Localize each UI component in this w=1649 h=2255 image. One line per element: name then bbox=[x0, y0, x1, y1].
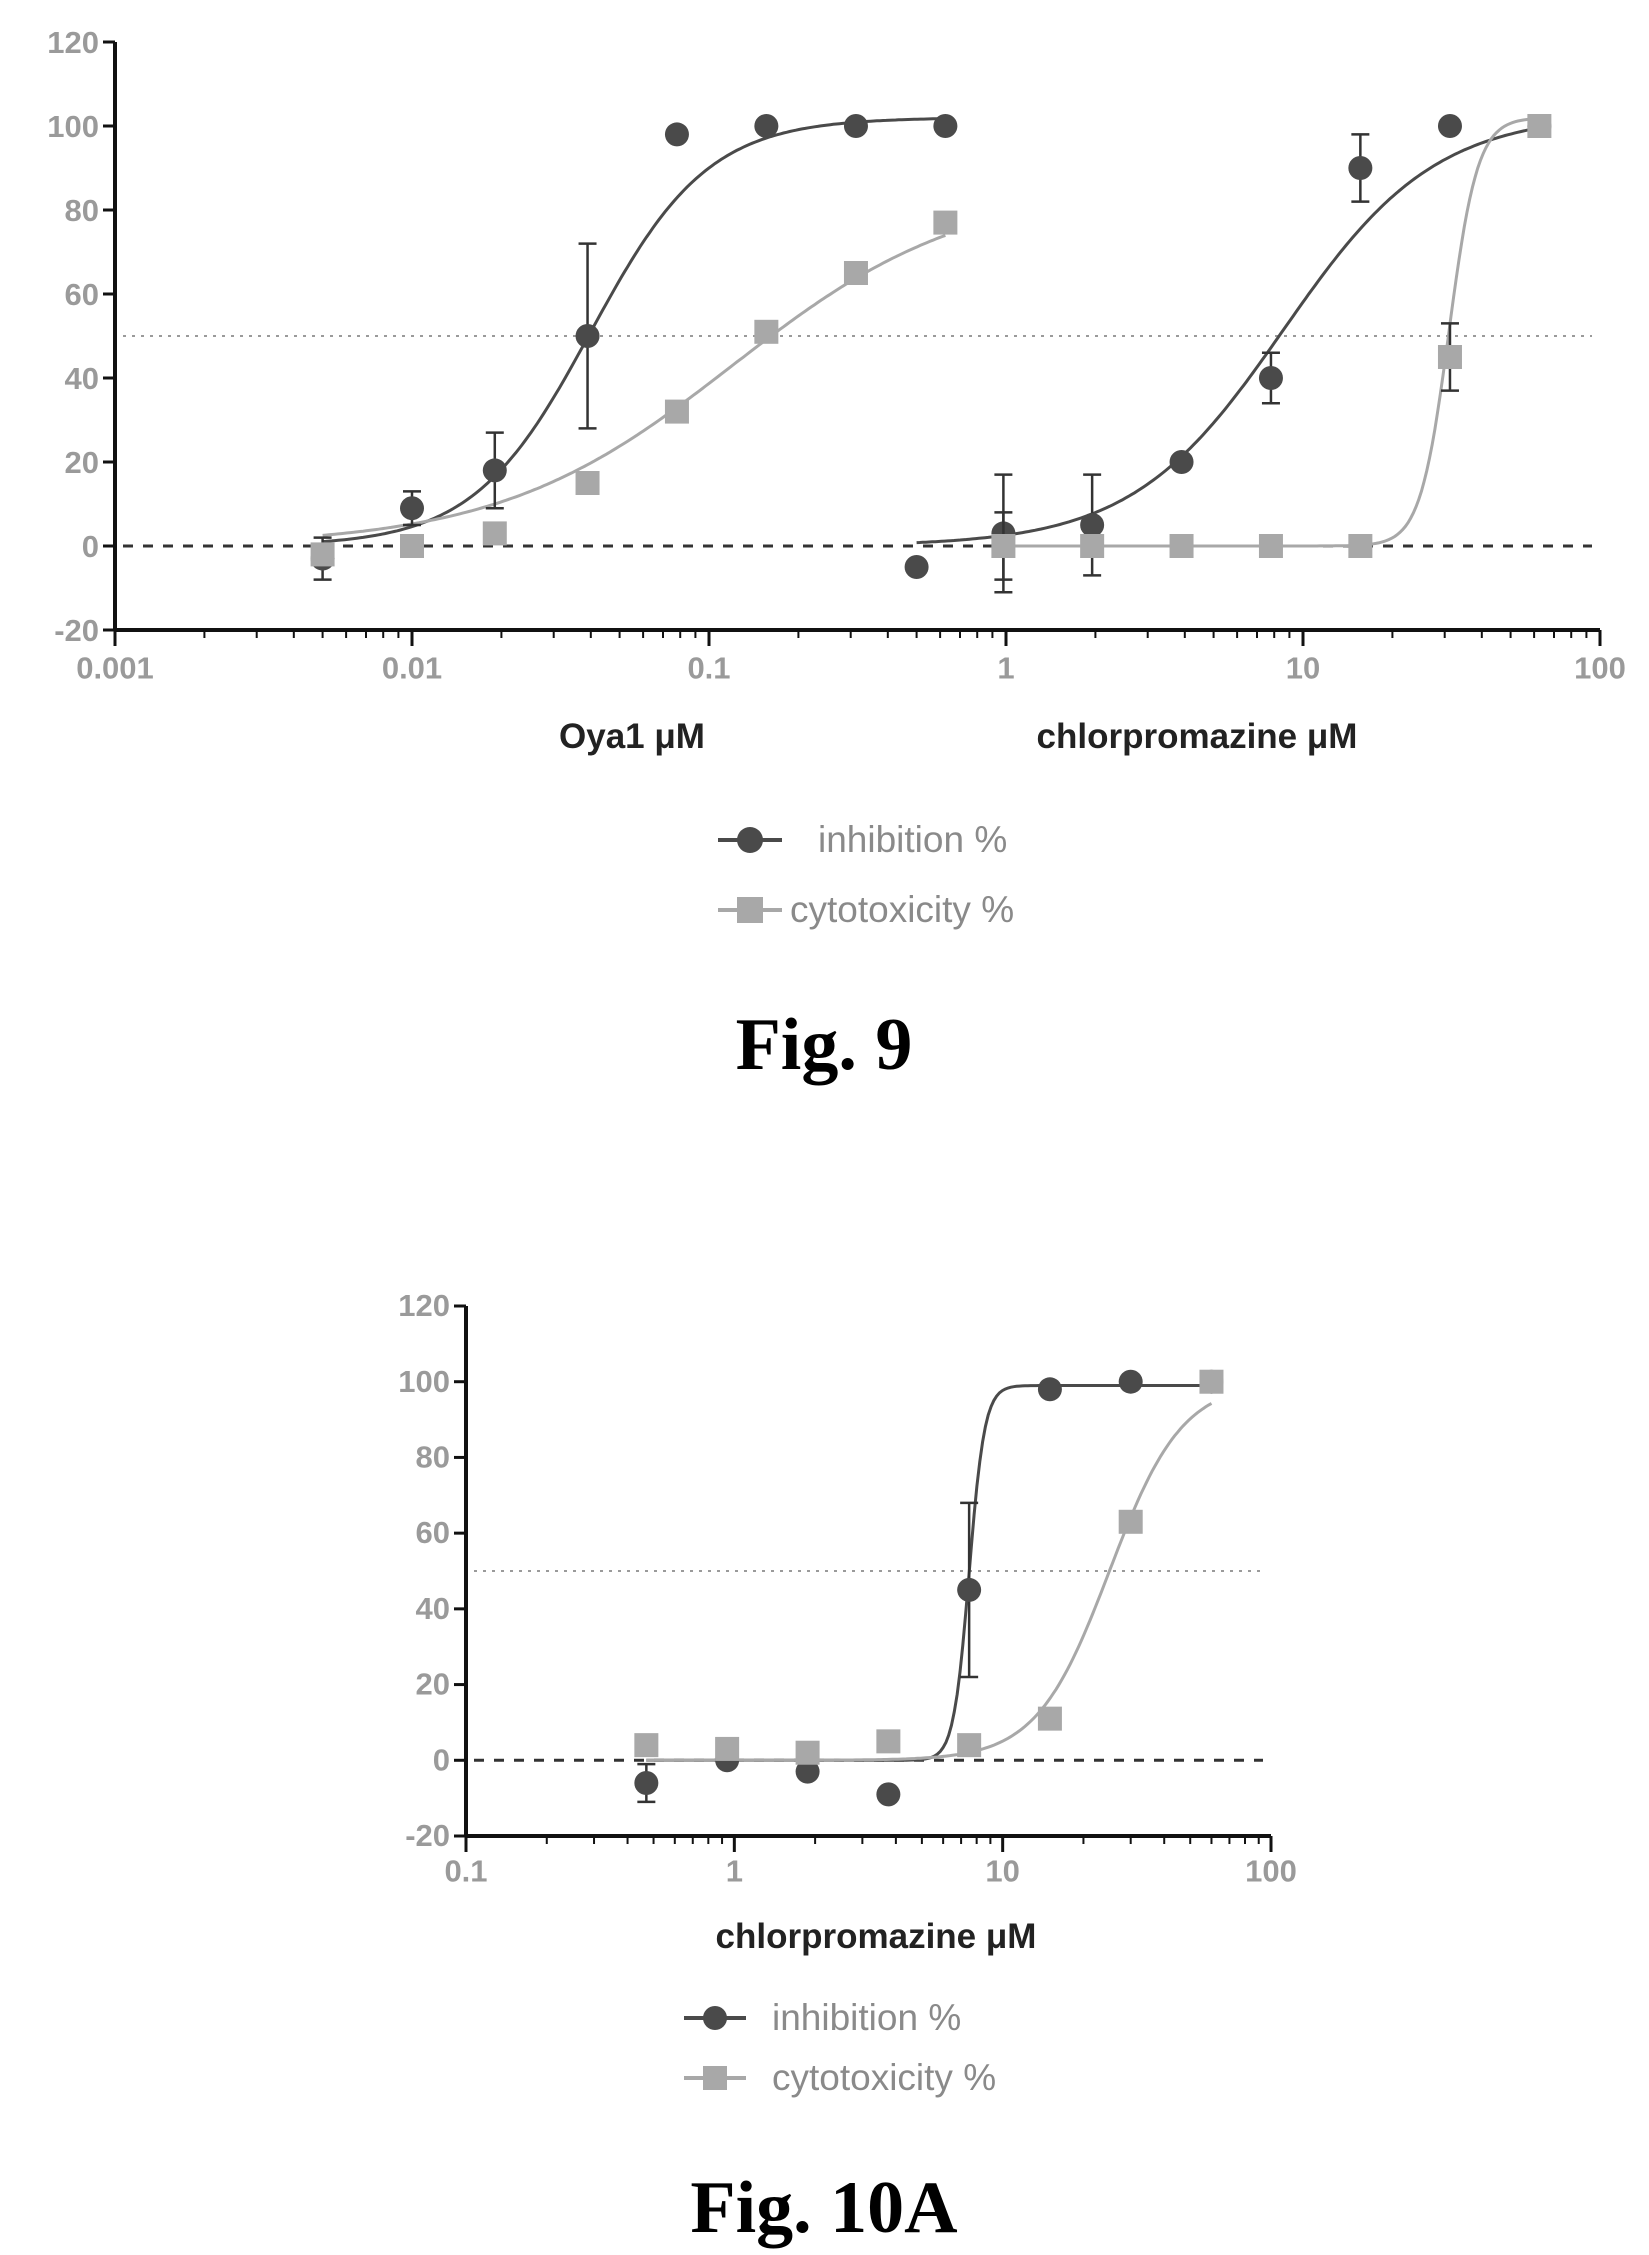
legend-cytotoxicity-label: cytotoxicity % bbox=[790, 889, 1014, 930]
figure-caption-10a: Fig. 10A bbox=[690, 2167, 957, 2249]
data-point-cytotoxicity bbox=[876, 1729, 901, 1754]
data-point-cytotoxicity bbox=[1258, 534, 1283, 558]
y-tick-label: 20 bbox=[416, 1667, 450, 1702]
data-point-cytotoxicity bbox=[991, 534, 1016, 558]
fit-curve-inhibition bbox=[916, 126, 1540, 545]
data-point-inhibition bbox=[933, 114, 958, 138]
data-point-inhibition bbox=[957, 1577, 982, 1602]
y-tick-label: 40 bbox=[65, 361, 99, 396]
data-point-cytotoxicity bbox=[1348, 534, 1373, 558]
data-point-cytotoxicity bbox=[1080, 534, 1105, 558]
legend-inhibition-label: inhibition % bbox=[818, 819, 1007, 860]
data-point-inhibition bbox=[482, 458, 507, 483]
data-point-inhibition bbox=[634, 1771, 659, 1795]
x-tick-label: 0.1 bbox=[444, 1853, 487, 1888]
y-tick-label: 20 bbox=[65, 445, 99, 480]
x-tick-label: 0.01 bbox=[382, 651, 442, 686]
fit-curve-inhibition bbox=[322, 117, 946, 544]
y-tick-label: 40 bbox=[416, 1591, 450, 1626]
data-point-cytotoxicity bbox=[1169, 534, 1194, 558]
data-point-inhibition bbox=[575, 324, 600, 348]
data-point-inhibition bbox=[1258, 366, 1283, 390]
data-point-inhibition bbox=[876, 1782, 901, 1807]
legend-inhibition-marker bbox=[684, 2006, 746, 2030]
data-point-cytotoxicity bbox=[843, 261, 868, 285]
x-tick-label: 100 bbox=[1574, 651, 1626, 686]
data-point-inhibition bbox=[795, 1759, 820, 1784]
chart-fig-10a: -20 0 20 40 60 80 100 120 0.1 1 10 100 chlorpromazin… bbox=[398, 1288, 1297, 1956]
data-point-cytotoxicity bbox=[754, 319, 779, 344]
x-axis-label: Oya1 μM bbox=[559, 717, 705, 756]
x-tick-label: 1 bbox=[997, 651, 1014, 686]
data-point-inhibition bbox=[1080, 513, 1105, 537]
y-tick-label: 120 bbox=[47, 25, 99, 60]
x-tick-label: 0.001 bbox=[76, 651, 154, 686]
y-tick-label: 80 bbox=[65, 193, 99, 228]
legend-fig-9: inhibition % cytotoxicity % bbox=[718, 819, 1014, 930]
y-tick-label: -20 bbox=[405, 1818, 450, 1853]
data-point-inhibition bbox=[1118, 1369, 1143, 1394]
y-tick-label: 0 bbox=[82, 529, 99, 564]
data-point-inhibition bbox=[1348, 156, 1373, 180]
data-point-cytotoxicity bbox=[795, 1740, 820, 1765]
legend-fig-10a: inhibition % cytotoxicity % bbox=[684, 1997, 996, 2098]
data-point-cytotoxicity bbox=[400, 534, 424, 558]
data-point-cytotoxicity bbox=[482, 521, 507, 546]
data-point-cytotoxicity bbox=[310, 542, 335, 567]
legend-inhibition-marker bbox=[718, 827, 782, 853]
data-point-cytotoxicity bbox=[1199, 1369, 1224, 1394]
data-point-cytotoxicity bbox=[634, 1733, 659, 1758]
data-point-inhibition bbox=[400, 496, 424, 521]
x-tick-label: 0.1 bbox=[687, 651, 730, 686]
data-point-cytotoxicity bbox=[1437, 345, 1462, 369]
fit-curve-cytotoxicity bbox=[1003, 116, 1540, 548]
data-point-cytotoxicity bbox=[933, 210, 958, 235]
legend-cytotoxicity-marker bbox=[718, 897, 782, 923]
data-point-inhibition bbox=[904, 555, 929, 579]
legend-cytotoxicity-marker bbox=[684, 2066, 746, 2090]
x-tick-label: 10 bbox=[1286, 651, 1320, 686]
y-tick-label: 100 bbox=[398, 1364, 450, 1399]
legend-cytotoxicity-label: cytotoxicity % bbox=[772, 2057, 996, 2098]
data-point-cytotoxicity bbox=[957, 1733, 982, 1758]
fit-curve-inhibition bbox=[646, 1384, 1212, 1762]
data-point-inhibition bbox=[1037, 1377, 1062, 1402]
legend-inhibition-label: inhibition % bbox=[772, 1997, 961, 2038]
data-point-cytotoxicity bbox=[715, 1736, 740, 1761]
data-point-cytotoxicity bbox=[1118, 1509, 1143, 1534]
data-point-inhibition bbox=[843, 114, 868, 138]
chart-fig-9: -20 0 20 40 60 80 100 120 0.001 0.01 0.1 1 10 100 Oya1… bbox=[47, 25, 1626, 756]
fit-curve-cytotoxicity bbox=[322, 233, 946, 537]
data-point-cytotoxicity bbox=[1527, 114, 1552, 138]
data-point-inhibition bbox=[1169, 450, 1194, 474]
x-tick-label: 1 bbox=[726, 1853, 743, 1888]
y-tick-label: 80 bbox=[416, 1440, 450, 1475]
x-tick-label: 100 bbox=[1245, 1853, 1297, 1888]
y-tick-label: -20 bbox=[54, 613, 99, 648]
x-tick-label: 10 bbox=[985, 1853, 1019, 1888]
data-point-cytotoxicity bbox=[575, 471, 600, 495]
y-tick-label: 60 bbox=[416, 1515, 450, 1550]
data-point-inhibition bbox=[664, 122, 689, 147]
data-point-inhibition bbox=[1437, 114, 1462, 138]
figure-caption-9: Fig. 9 bbox=[736, 1004, 913, 1086]
x-axis-label: chlorpromazine μM bbox=[1037, 717, 1358, 756]
y-tick-label: 60 bbox=[65, 277, 99, 312]
data-point-cytotoxicity bbox=[664, 399, 689, 424]
data-point-inhibition bbox=[754, 114, 779, 138]
y-tick-label: 100 bbox=[47, 109, 99, 144]
fit-curve-cytotoxicity bbox=[646, 1402, 1213, 1762]
y-tick-label: 120 bbox=[398, 1288, 450, 1323]
data-point-cytotoxicity bbox=[1037, 1706, 1062, 1731]
y-tick-label: 0 bbox=[433, 1742, 450, 1777]
x-axis-label: chlorpromazine μM bbox=[716, 1917, 1037, 1956]
